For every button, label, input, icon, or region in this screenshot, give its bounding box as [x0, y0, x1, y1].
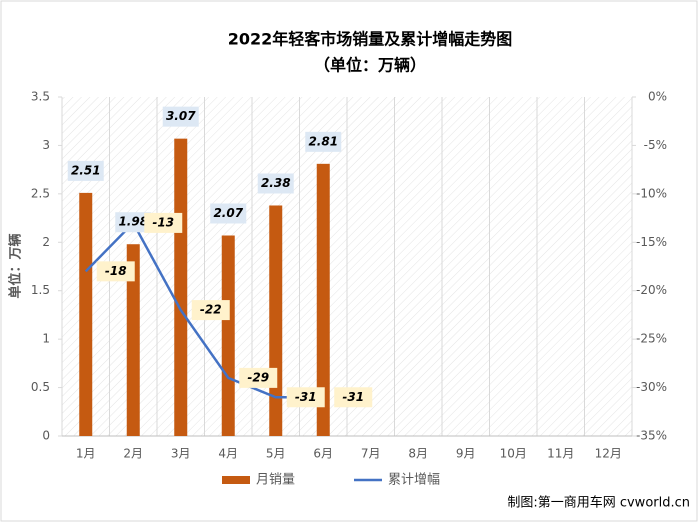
data-label-box — [67, 160, 104, 181]
y-tick-label: 3 — [42, 138, 50, 152]
data-label-box — [286, 387, 325, 408]
data-label: 2.51 — [71, 163, 101, 177]
chart-subtitle: （单位：万辆） — [314, 56, 426, 75]
y-tick-label: 0 — [42, 429, 50, 443]
x-tick-label: 12月 — [595, 447, 622, 461]
y-tick-label: 1 — [42, 332, 50, 346]
y2-tick-label: -30% — [636, 380, 667, 394]
data-label: -31 — [342, 390, 364, 404]
x-tick-label: 10月 — [500, 447, 527, 461]
x-tick-label: 4月 — [218, 447, 238, 461]
y-axis-label: 单位：万辆 — [8, 233, 24, 298]
y2-tick-label: 0% — [648, 90, 667, 104]
data-label: -13 — [152, 215, 174, 229]
y2-tick-label: -10% — [636, 186, 667, 200]
data-label: -18 — [105, 264, 127, 278]
y2-tick-label: -35% — [636, 429, 667, 443]
x-tick-label: 6月 — [313, 447, 333, 461]
data-label-box — [144, 212, 183, 233]
data-label-box — [334, 387, 373, 408]
y-tick-label: 1.5 — [31, 283, 50, 297]
legend-label: 累计增幅 — [388, 473, 440, 488]
y-tick-label: 2 — [42, 235, 50, 249]
x-tick-label: 3月 — [171, 447, 191, 461]
data-label: 2.38 — [261, 176, 291, 190]
legend-swatch — [222, 476, 250, 484]
data-label: -22 — [200, 303, 222, 317]
y-tick-label: 2.5 — [31, 186, 50, 200]
data-label: 2.81 — [308, 134, 338, 148]
y2-tick-label: -20% — [636, 283, 667, 297]
x-tick-label: 5月 — [266, 447, 286, 461]
y-tick-label: 3.5 — [31, 90, 50, 104]
data-label-box — [96, 261, 135, 282]
data-label-box — [162, 106, 199, 127]
x-tick-label: 2月 — [123, 447, 143, 461]
data-label-box — [115, 212, 152, 233]
x-tick-label: 8月 — [408, 447, 428, 461]
bar — [269, 205, 283, 436]
x-tick-label: 1月 — [76, 447, 96, 461]
x-tick-label: 11月 — [547, 447, 574, 461]
bar — [174, 138, 188, 437]
data-label: -29 — [247, 370, 269, 384]
x-tick-label: 7月 — [361, 447, 381, 461]
data-label: -31 — [295, 390, 317, 404]
data-label-box — [191, 300, 230, 321]
y2-tick-label: -5% — [644, 138, 667, 152]
chart-title: 2022年轻客市场销量及累计增幅走势图 — [228, 30, 513, 49]
data-label: 1.98 — [118, 215, 148, 229]
bar — [221, 235, 235, 436]
bar — [126, 244, 140, 436]
y-tick-label: 0.5 — [31, 380, 50, 394]
bar — [79, 192, 93, 436]
bar — [316, 163, 330, 436]
data-label-box — [239, 367, 278, 388]
legend-label: 月销量 — [256, 473, 295, 488]
data-label-box — [257, 173, 294, 194]
x-tick-label: 9月 — [456, 447, 476, 461]
data-label-box — [305, 131, 342, 152]
y2-tick-label: -25% — [636, 332, 667, 346]
data-label: 2.07 — [213, 206, 243, 220]
y2-tick-label: -15% — [636, 235, 667, 249]
source: 制图:第一商用车网 cvworld.cn — [507, 495, 690, 511]
data-label-box — [210, 203, 247, 224]
data-label: 3.07 — [166, 109, 196, 123]
